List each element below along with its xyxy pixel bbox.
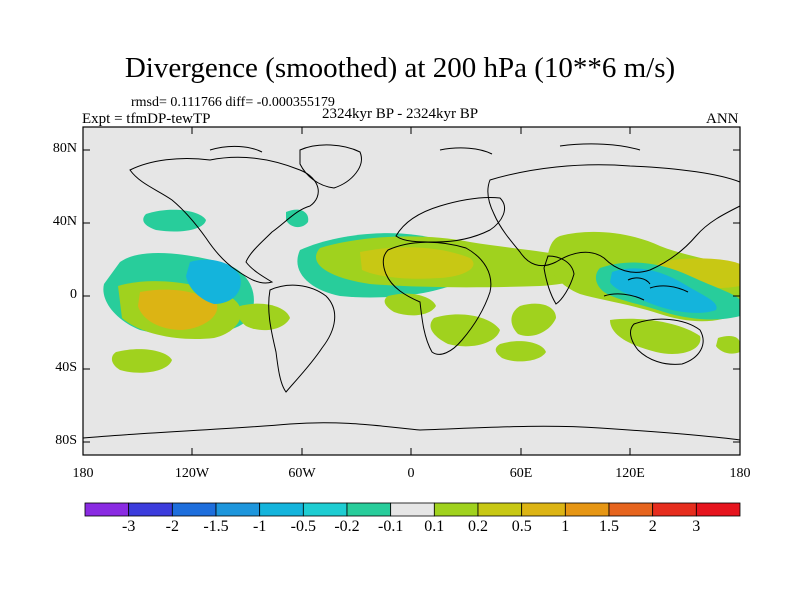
colorbar-box-0 — [84, 502, 130, 517]
colorbar-label-8: 0.2 — [468, 518, 488, 535]
colorbar-label-5: -0.2 — [334, 518, 360, 535]
coastline-arctic-islands — [209, 143, 641, 155]
y-tick-label-40s: 40S — [55, 360, 77, 375]
x-tick-label-60w: 60W — [288, 466, 316, 481]
colorbar-box-14 — [695, 502, 741, 517]
x-ticks — [191, 127, 631, 455]
coastline-north-america — [129, 156, 319, 284]
colorbar-label-1: -2 — [165, 518, 179, 535]
coastline-antarctica — [82, 422, 741, 441]
colorbar-box-12 — [608, 502, 654, 517]
x-tick-label-60e: 60E — [509, 466, 533, 481]
anomaly-teal-npac2 — [286, 209, 309, 228]
colorbar-box-7 — [390, 502, 435, 517]
x-tick-label-120w: 120W — [174, 466, 210, 481]
colorbar-label-6: -0.1 — [378, 518, 404, 535]
coastline-south-america — [268, 284, 336, 393]
season-subtitle: ANN — [706, 111, 739, 127]
colorbar-label-11: 1.5 — [599, 518, 619, 535]
colorbar-box-1 — [128, 502, 173, 517]
colorbar-label-3: -1 — [253, 518, 267, 535]
anomaly-lime-sindian — [495, 341, 546, 362]
anomaly-olive-atlantic — [360, 247, 474, 279]
x-tick-label-0: 0 — [407, 466, 415, 481]
anomaly-cyan-pacific — [186, 259, 241, 304]
colorbar — [84, 502, 741, 517]
colorbar-box-11 — [564, 502, 610, 517]
anomaly-orange-pacific — [138, 289, 218, 330]
period-subtitle: 2324kyr BP - 2324kyr BP — [322, 106, 479, 122]
colorbar-label-0: -3 — [122, 518, 136, 535]
anomaly-lime-spac — [111, 349, 172, 373]
anomaly-lime-spac2 — [237, 303, 290, 331]
colorbar-label-4: -0.5 — [290, 518, 316, 535]
anomaly-lime-indian — [511, 303, 556, 337]
plot-title: Divergence (smoothed) at 200 hPa (10**6 … — [124, 52, 676, 84]
colorbar-label-7: 0.1 — [424, 518, 445, 535]
colorbar-box-8 — [433, 502, 479, 517]
coastline-africa — [382, 241, 492, 355]
anomaly-cyan-maritime — [610, 268, 717, 313]
y-tick-label-40n: 40N — [52, 214, 77, 229]
colorbar-label-10: 1 — [561, 518, 570, 535]
y-tick-label-0: 0 — [70, 287, 77, 302]
x-tick-label-180w: 180 — [72, 466, 94, 481]
colorbar-box-6 — [346, 502, 392, 517]
coastline-india — [543, 255, 575, 305]
colorbar-label-13: 3 — [692, 518, 701, 535]
x-tick-label-180e: 180 — [729, 466, 751, 481]
colorbar-box-9 — [477, 502, 523, 517]
anomaly-lime-satl — [384, 293, 436, 316]
coastlines — [82, 143, 741, 441]
colorbar-box-10 — [521, 502, 566, 517]
coastline-indonesia — [603, 277, 689, 301]
colorbar-label-2: -1.5 — [203, 518, 229, 535]
coastline-europe — [395, 197, 505, 243]
colorbar-box-3 — [215, 502, 261, 517]
experiment-subtitle: Expt = tfmDP-tewTP — [82, 111, 211, 127]
colorbar-box-4 — [259, 502, 304, 517]
colorbar-label-12: 2 — [648, 518, 657, 535]
y-tick-label-80n: 80N — [52, 141, 77, 156]
colorbar-box-13 — [652, 502, 697, 517]
colorbar-box-5 — [302, 502, 348, 517]
anomaly-lime-australia — [610, 318, 701, 355]
stats-subtitle: rmsd= 0.111766 diff= -0.000355179 — [131, 95, 335, 110]
x-tick-label-120e: 120E — [615, 466, 645, 481]
coastline-asia — [487, 164, 741, 273]
y-tick-label-80s: 80S — [55, 433, 77, 448]
coastline-australia — [630, 318, 704, 365]
coastline-greenland — [299, 144, 362, 189]
anomaly-teal-npac — [143, 209, 206, 232]
y-ticks — [83, 149, 740, 443]
colorbar-box-2 — [171, 502, 217, 517]
anomaly-lime-sepac — [716, 336, 740, 354]
anomaly-lime-safrica — [430, 314, 500, 347]
colorbar-label-9: 0.5 — [511, 518, 532, 535]
